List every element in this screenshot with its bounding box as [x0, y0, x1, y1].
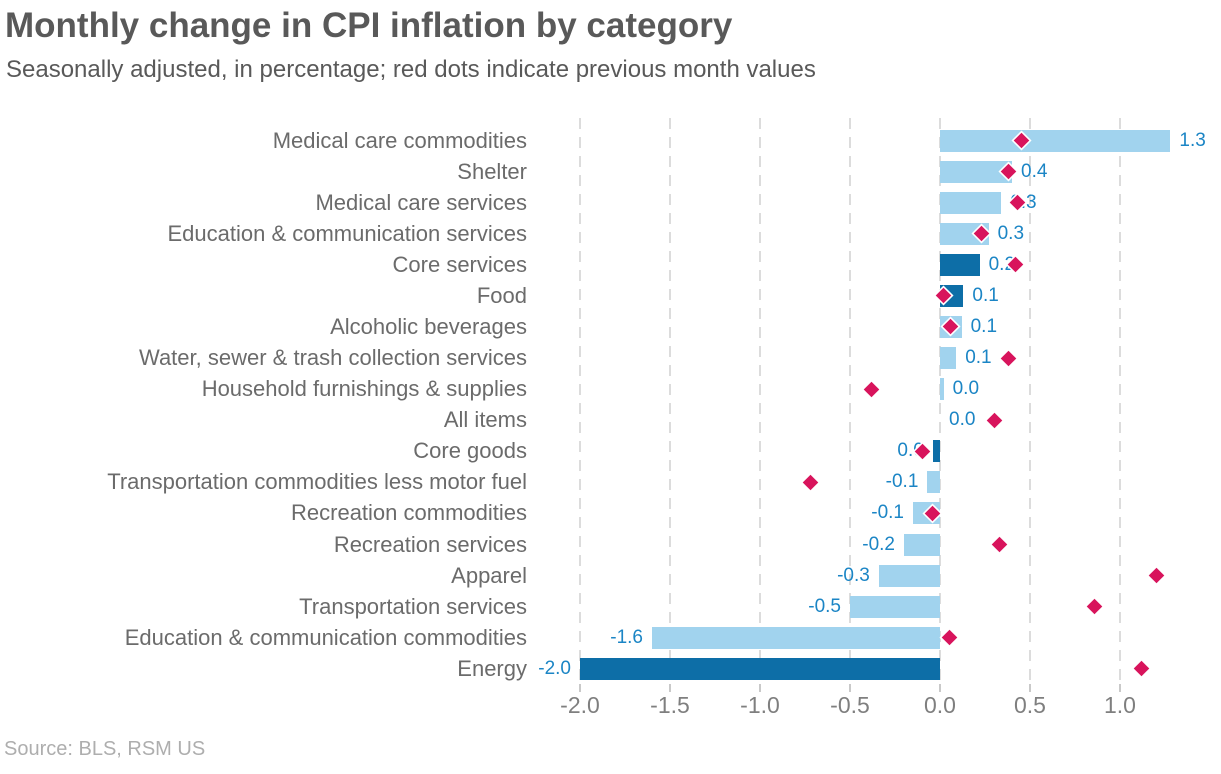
bar	[940, 191, 1002, 214]
bar	[878, 564, 940, 587]
bar	[850, 595, 940, 618]
axis-tick	[759, 684, 761, 692]
gridline	[1119, 118, 1121, 684]
category-label: Alcoholic beverages	[330, 313, 527, 339]
previous-month-dot	[863, 381, 880, 397]
axis-tick-label: -0.5	[830, 692, 870, 718]
category-label: Energy	[457, 655, 527, 681]
axis-tick-label: -1.5	[650, 692, 690, 718]
chart-subtitle: Seasonally adjusted, in percentage; red …	[6, 56, 816, 83]
gridline	[759, 118, 761, 684]
category-label: Core goods	[413, 438, 527, 464]
previous-month-dot	[1087, 598, 1103, 615]
bar-value-label: -0.2	[862, 533, 895, 555]
category-label: Shelter	[457, 158, 527, 184]
category-label: Recreation services	[333, 531, 527, 557]
bar	[652, 626, 940, 649]
category-label: Food	[476, 282, 527, 308]
gridline	[939, 118, 941, 684]
bar-value-label: -0.1	[871, 502, 904, 524]
category-label: Education & communication services	[167, 220, 528, 246]
bar-value-label: 0.1	[970, 315, 998, 337]
axis-tick-label: -2.0	[560, 692, 600, 718]
bar-value-label: -0.1	[885, 471, 919, 493]
category-label: Transportation commodities less motor fu…	[107, 469, 527, 495]
bar-value-label: -1.6	[610, 626, 643, 648]
bar-value-label: 0.0	[897, 440, 924, 462]
chart-title: Monthly change in CPI inflation by categ…	[5, 6, 733, 45]
axis-tick	[579, 684, 581, 692]
bar-value-label: 0.3	[997, 222, 1025, 244]
bar-value-label: 1.3	[1179, 129, 1206, 151]
axis-tick	[669, 684, 671, 692]
previous-month-dot	[1133, 661, 1150, 677]
category-label: Medical care commodities	[272, 127, 527, 153]
bar-value-label: 0.2	[988, 253, 1016, 275]
category-label: Medical care services	[315, 189, 527, 215]
bar	[927, 471, 940, 494]
bar	[932, 440, 940, 463]
bar-value-label: 0.1	[965, 347, 992, 369]
bar-value-label: 0.1	[972, 284, 999, 306]
category-label: Recreation commodities	[291, 500, 527, 526]
bar-value-label: -0.5	[808, 595, 841, 617]
previous-month-dot	[802, 474, 819, 491]
gridline	[849, 118, 851, 684]
bar	[940, 253, 980, 276]
bar-value-label: -2.0	[538, 657, 571, 679]
category-label: Household furnishings & supplies	[201, 376, 527, 402]
bar	[940, 222, 989, 245]
gridline	[669, 118, 671, 684]
category-label: Core services	[392, 251, 527, 277]
category-label: Transportation services	[299, 593, 527, 619]
axis-tick-label: 0.5	[1014, 692, 1046, 718]
bar-value-label: -0.3	[837, 564, 870, 586]
bar	[580, 657, 940, 680]
category-label: Water, sewer & trash collection services	[139, 345, 527, 371]
bar-value-label: 0.0	[952, 378, 980, 400]
bar	[940, 378, 944, 401]
gridline	[579, 118, 581, 684]
bar	[940, 347, 957, 370]
gridline	[1029, 118, 1031, 684]
previous-month-dot	[1148, 567, 1164, 584]
axis-tick-label: -1.0	[740, 692, 780, 718]
previous-month-dot	[1000, 350, 1017, 366]
axis-tick-label: 1.0	[1104, 692, 1136, 718]
bar	[904, 533, 940, 556]
category-label: Apparel	[451, 562, 527, 588]
previous-month-dot	[941, 629, 957, 646]
source-note: Source: BLS, RSM US	[4, 738, 206, 760]
category-label: All items	[443, 407, 527, 433]
previous-month-dot	[986, 412, 1002, 428]
bar	[940, 160, 1012, 183]
bar-value-label: 0.4	[1021, 160, 1048, 182]
bar-value-label: 0.0	[949, 409, 976, 431]
category-label: Education & communication commodities	[124, 624, 527, 650]
previous-month-dot	[991, 536, 1008, 553]
bar	[940, 129, 1171, 152]
axis-tick	[849, 684, 851, 692]
axis-tick	[1119, 684, 1121, 692]
axis-tick-label: 0.0	[924, 692, 956, 718]
axis-tick	[939, 684, 941, 692]
axis-tick	[1029, 684, 1031, 692]
